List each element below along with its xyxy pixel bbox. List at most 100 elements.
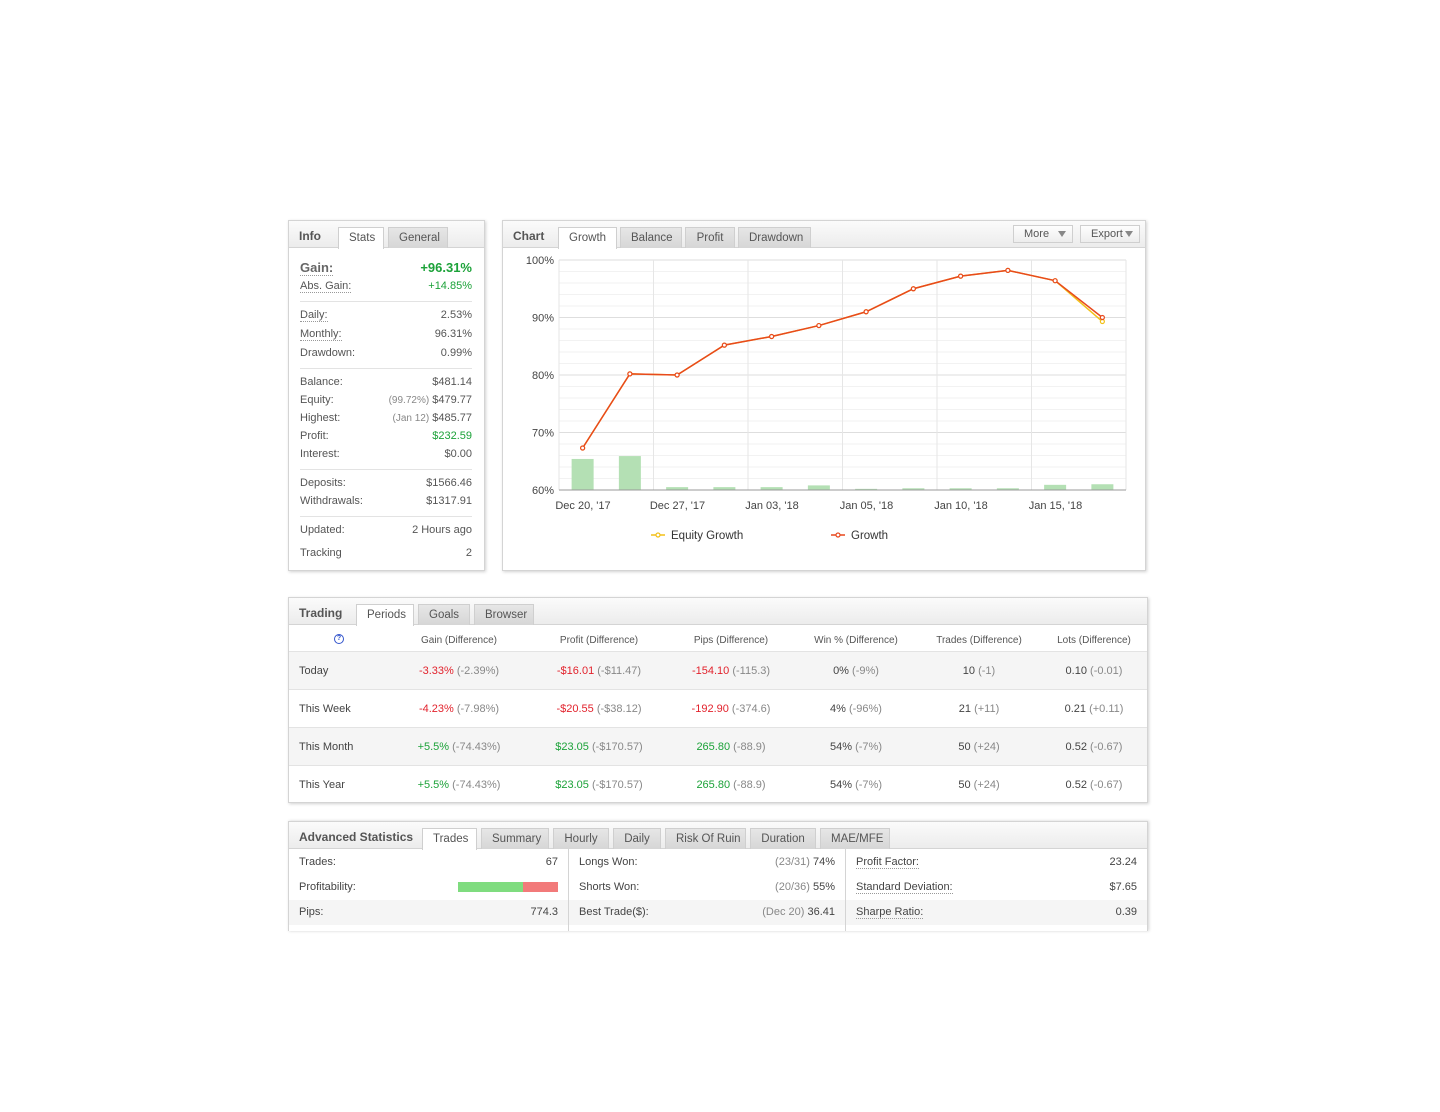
equity-percent: (99.72%): [388, 395, 430, 406]
win-cell: 54% (-7%): [796, 741, 916, 753]
col-gain-header: Gain (Difference): [421, 635, 497, 646]
trades-cell: 10 (-1): [919, 665, 1039, 677]
divider: [300, 469, 472, 470]
abs-gain-label[interactable]: Abs. Gain:: [300, 280, 352, 293]
data-point: [1005, 267, 1011, 273]
drawdown-value: 0.99%: [440, 347, 472, 359]
longs-won-count: (23/31): [775, 856, 810, 868]
chart-bar: [571, 458, 594, 490]
divider: [300, 368, 472, 369]
trading-table-header: ? Gain (Difference) Profit (Difference) …: [289, 625, 1147, 652]
chart-header: Chart Growth Balance Profit Drawdown Mor…: [503, 221, 1145, 249]
export-dropdown[interactable]: Export: [1080, 225, 1140, 243]
monthly-row: Monthly: 96.31%: [300, 328, 472, 344]
legend-marker: [835, 532, 841, 538]
tab-balance[interactable]: Balance: [620, 227, 682, 248]
stat-longs-won: Longs Won: (23/31) 74%: [569, 850, 845, 875]
info-title: Info: [299, 229, 321, 243]
profit-cell: -$16.01 (-$11.47): [539, 665, 659, 677]
chart-bar: [1044, 484, 1067, 490]
lots-difference: (-0.67): [1090, 741, 1123, 753]
abs-gain-value: +14.85%: [428, 280, 472, 292]
gain-cell: -3.33% (-2.39%): [399, 665, 519, 677]
stat-pips: Pips: 774.3: [289, 900, 568, 925]
tab-stats[interactable]: Stats: [338, 227, 384, 249]
chart-bar: [666, 487, 689, 490]
sharpe-ratio-label[interactable]: Sharpe Ratio:: [856, 906, 924, 919]
chart-bar: [713, 487, 736, 490]
gain-value: -4.23%: [418, 703, 454, 715]
more-dropdown[interactable]: More: [1013, 225, 1073, 243]
pips-difference: (-115.3): [732, 665, 771, 677]
tab-periods[interactable]: Periods: [356, 604, 414, 626]
profit-difference: (-$38.12): [596, 703, 642, 715]
monthly-label[interactable]: Monthly:: [300, 328, 342, 341]
gain-cell: +5.5% (-74.43%): [399, 741, 519, 753]
data-point: [674, 372, 680, 378]
trades-difference: (-1): [978, 665, 996, 677]
gain-value: +96.31%: [420, 260, 472, 275]
y-tick-label: 100%: [526, 255, 554, 267]
tab-general[interactable]: General: [388, 227, 448, 248]
profit-factor-value: 23.24: [1109, 856, 1137, 868]
tab-profit[interactable]: Profit: [685, 227, 735, 248]
pips-cell: -154.10 (-115.3): [671, 665, 791, 677]
best-trade-value-group: (Dec 20) 36.41: [762, 906, 835, 918]
win-cell: 0% (-9%): [796, 665, 916, 677]
highest-label: Highest:: [300, 412, 341, 424]
x-tick-label: Jan 10, '18: [934, 500, 987, 512]
trades-value: 50: [958, 741, 971, 753]
chart-bar: [855, 488, 878, 490]
tab-trades[interactable]: Trades: [422, 828, 477, 850]
deposits-label: Deposits:: [300, 477, 346, 489]
data-point: [1099, 318, 1105, 325]
win-cell: 54% (-7%): [796, 779, 916, 791]
profit-value: $232.59: [432, 430, 472, 442]
trades-value: 67: [545, 856, 558, 868]
standard-deviation-label[interactable]: Standard Deviation:: [856, 881, 953, 894]
legend-label: Growth: [851, 530, 888, 542]
profit-value: -$16.01: [556, 665, 595, 677]
data-point: [910, 286, 916, 292]
more-label: More: [1024, 228, 1050, 240]
daily-label[interactable]: Daily:: [300, 309, 328, 322]
tab-summary[interactable]: Summary: [481, 828, 549, 849]
lots-value: 0.10: [1065, 665, 1087, 677]
tab-browser[interactable]: Browser: [474, 604, 534, 625]
pips-cell: 265.80 (-88.9): [671, 779, 791, 791]
chart-bar: [1091, 484, 1114, 490]
win-cell: 4% (-96%): [796, 703, 916, 715]
balance-row: Balance: $481.14: [300, 376, 472, 392]
equity-row: Equity: (99.72%) $479.77: [300, 394, 472, 410]
tab-growth[interactable]: Growth: [558, 227, 617, 249]
gain-difference: (-74.43%): [452, 741, 501, 753]
tracking-value[interactable]: 2: [465, 547, 472, 559]
tab-risk-of-ruin[interactable]: Risk Of Ruin: [665, 828, 746, 849]
chart-bar: [996, 488, 1019, 490]
tab-duration[interactable]: Duration: [750, 828, 816, 849]
info-header: Info Stats General: [289, 221, 484, 249]
help-icon[interactable]: ?: [334, 634, 344, 644]
col-trades-header: Trades (Difference): [936, 635, 1022, 646]
tab-hourly[interactable]: Hourly: [553, 828, 609, 849]
gain-label[interactable]: Gain:: [300, 260, 334, 276]
table-row: This Year +5.5% (-74.43%) $23.05 (-$170.57…: [289, 765, 1147, 803]
tab-goals[interactable]: Goals: [418, 604, 470, 625]
profit-value: $23.05: [555, 779, 589, 791]
equity-value: $479.77: [432, 394, 472, 406]
profitability-bar-won: [458, 882, 523, 892]
growth-chart[interactable]: 60% 70% 80% 90% 100% Dec 20, '17 Dec 27, '17 Ja…: [503, 248, 1145, 570]
tab-daily[interactable]: Daily: [613, 828, 661, 849]
tab-mae-mfe[interactable]: MAE/MFE: [820, 828, 890, 849]
highest-row: Highest: (Jan 12) $485.77: [300, 412, 472, 428]
col-profit-header: Profit (Difference): [559, 635, 639, 646]
profit-value: -$20.55: [556, 703, 594, 715]
win-difference: (-7%): [855, 741, 882, 753]
tab-drawdown[interactable]: Drawdown: [738, 227, 811, 248]
y-tick-label: 90%: [532, 313, 554, 325]
col-pips-header: Pips (Difference): [693, 635, 769, 646]
profit-factor-label[interactable]: Profit Factor:: [856, 856, 919, 869]
lots-cell: 0.52 (-0.67): [1034, 779, 1154, 791]
updated-row: Updated: 2 Hours ago: [300, 524, 472, 540]
export-label: Export: [1091, 228, 1123, 240]
